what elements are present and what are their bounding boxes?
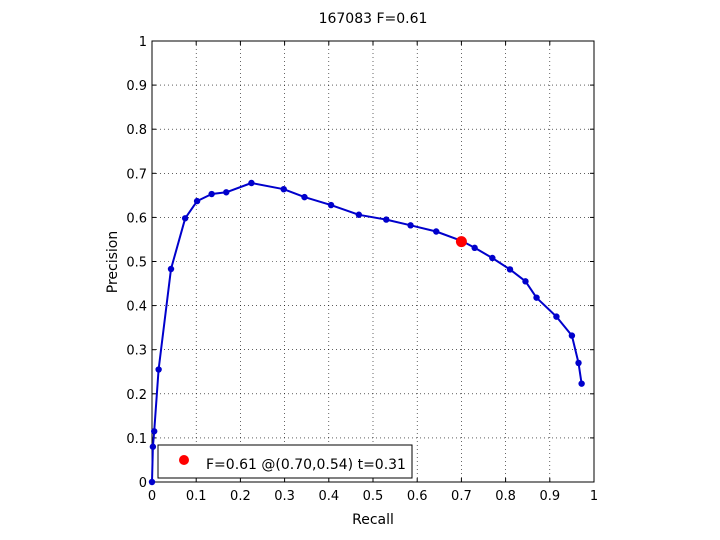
data-point — [280, 185, 287, 193]
data-point — [327, 201, 335, 209]
data-point — [151, 428, 158, 435]
y-tick-label: 0.7 — [126, 167, 147, 182]
data-point — [155, 366, 162, 373]
y-tick-label: 1 — [139, 35, 147, 50]
x-axis-title: Recall — [352, 512, 394, 528]
data-point — [248, 179, 255, 187]
x-tick-label: 0.1 — [186, 489, 207, 504]
data-point — [578, 380, 585, 387]
data-point — [489, 254, 496, 262]
y-axis-ticks: 0 0.1 0.2 0.3 0.4 0.5 0.6 0.7 0.8 0.9 1 — [126, 35, 594, 491]
legend: F=0.61 @(0.70,0.54) t=0.31 — [157, 444, 413, 479]
legend-label: F=0.61 @(0.70,0.54) t=0.31 — [206, 457, 406, 473]
y-tick-label: 0.9 — [126, 79, 147, 94]
x-axis-ticks: 0 0.1 0.2 0.3 0.4 0.5 0.6 0.7 0.8 0.9 1 — [148, 41, 598, 504]
x-tick-label: 0.9 — [539, 489, 560, 504]
y-tick-label: 0 — [139, 476, 147, 491]
best-f-point — [455, 236, 467, 248]
data-point — [149, 443, 157, 450]
x-tick-label: 0.2 — [230, 489, 251, 504]
y-tick-label: 0.6 — [126, 211, 147, 226]
data-point — [433, 228, 440, 235]
y-tick-label: 0.8 — [126, 123, 147, 138]
data-point — [208, 190, 215, 198]
legend-box — [157, 444, 413, 479]
data-point — [568, 332, 576, 339]
legend-marker — [179, 455, 189, 465]
x-tick-label: 0.8 — [495, 489, 516, 504]
data-point — [553, 313, 560, 320]
x-tick-label: 0.4 — [318, 489, 339, 504]
y-tick-label: 0.2 — [126, 388, 147, 403]
x-tick-label: 0 — [148, 489, 156, 504]
y-tick-label: 0.4 — [126, 300, 147, 315]
data-point — [301, 193, 308, 201]
y-axis-title: Precision — [105, 231, 121, 293]
data-point — [506, 266, 514, 273]
data-point — [575, 359, 582, 367]
x-tick-label: 0.7 — [451, 489, 472, 504]
x-tick-label: 1 — [590, 489, 598, 504]
grid-lines — [152, 41, 594, 482]
data-point — [193, 197, 201, 205]
data-point — [223, 189, 230, 196]
y-tick-label: 0.5 — [126, 256, 147, 271]
x-tick-label: 0.3 — [274, 489, 295, 504]
data-point — [407, 222, 414, 229]
data-point — [148, 478, 156, 486]
x-tick-label: 0.5 — [363, 489, 384, 504]
data-point — [533, 294, 540, 301]
data-point — [355, 211, 363, 218]
data-point — [383, 216, 390, 223]
chart-title: 167083 F=0.61 — [319, 11, 428, 27]
best-f-marker — [455, 236, 467, 248]
x-tick-label: 0.6 — [407, 489, 428, 504]
data-point — [522, 278, 529, 285]
y-tick-label: 0.1 — [126, 432, 147, 447]
data-point — [167, 265, 175, 273]
data-point — [181, 215, 189, 222]
y-tick-label: 0.3 — [126, 344, 147, 359]
data-point — [471, 244, 478, 252]
